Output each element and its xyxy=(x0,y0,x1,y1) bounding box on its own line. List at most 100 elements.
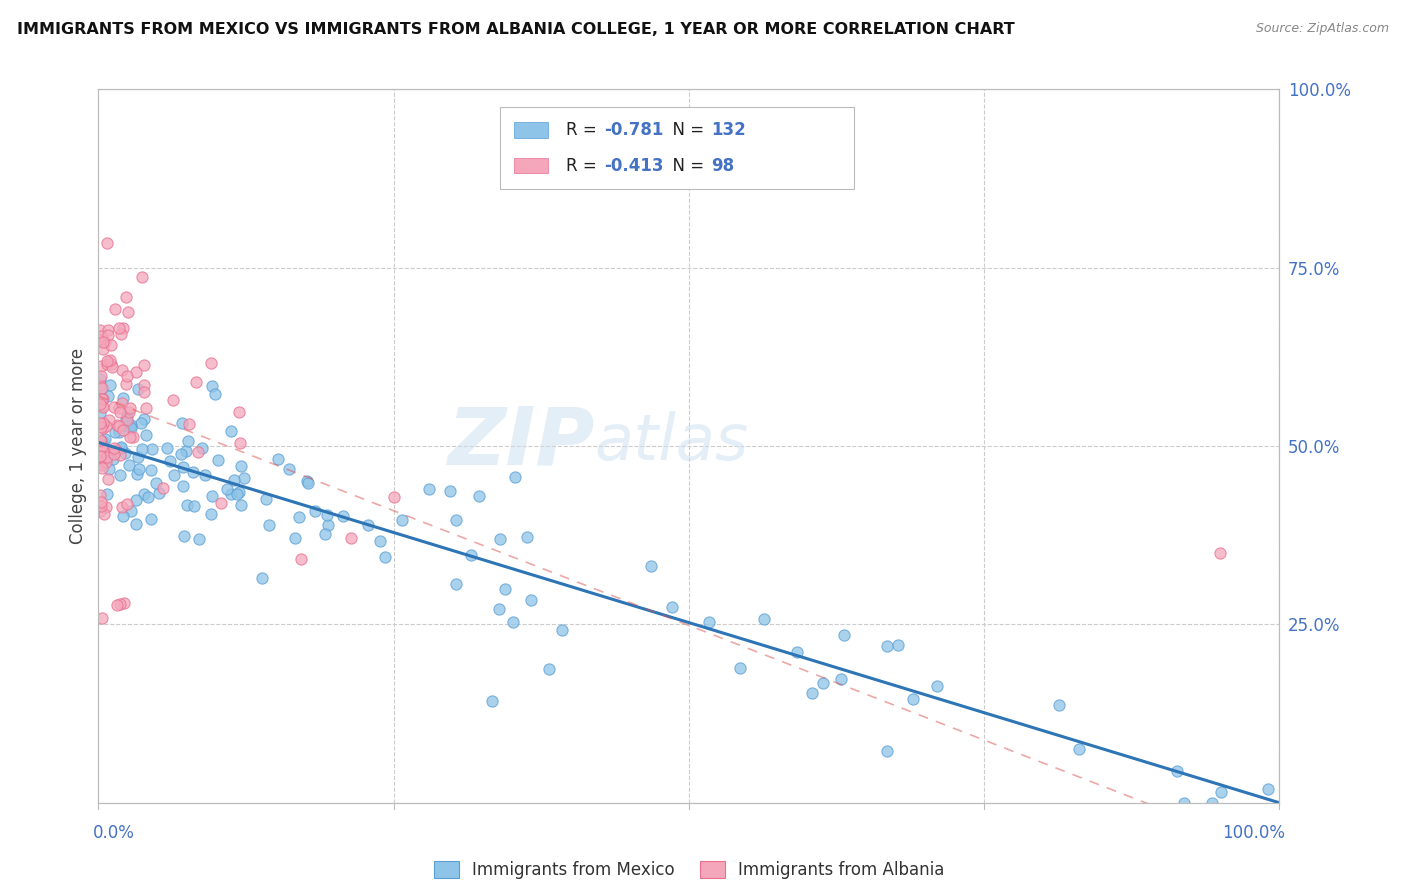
Point xyxy=(134,358,156,372)
Point xyxy=(98,462,121,476)
Point xyxy=(89,323,111,337)
Point xyxy=(222,474,245,488)
Point xyxy=(188,532,211,546)
Point xyxy=(295,474,318,488)
Text: -0.413: -0.413 xyxy=(605,157,664,175)
Point xyxy=(91,610,114,624)
Point xyxy=(1201,796,1223,810)
Point xyxy=(207,452,229,467)
Point xyxy=(114,446,136,460)
Point xyxy=(481,694,503,708)
Text: -0.781: -0.781 xyxy=(605,121,664,139)
Point xyxy=(876,639,898,653)
Point xyxy=(96,357,118,371)
Point xyxy=(786,645,808,659)
Point xyxy=(114,412,136,426)
Point xyxy=(104,444,127,458)
Point xyxy=(339,532,361,546)
Point xyxy=(494,582,516,597)
Point xyxy=(200,356,222,370)
Point xyxy=(183,500,205,514)
Point xyxy=(219,487,242,501)
Point xyxy=(90,451,112,466)
Point xyxy=(91,439,114,453)
Point xyxy=(277,462,299,476)
Point xyxy=(118,458,141,472)
Point xyxy=(752,612,775,626)
Point xyxy=(139,512,162,526)
Point xyxy=(117,305,139,319)
Point xyxy=(93,434,115,448)
Point xyxy=(152,481,174,495)
Point xyxy=(315,508,337,523)
Point xyxy=(112,391,135,405)
Point xyxy=(134,487,156,501)
Point xyxy=(108,401,131,415)
Point xyxy=(125,517,148,532)
Point xyxy=(115,497,138,511)
Point xyxy=(112,596,135,610)
FancyBboxPatch shape xyxy=(515,158,548,173)
Text: 100.0%: 100.0% xyxy=(1222,824,1285,842)
FancyBboxPatch shape xyxy=(515,122,548,137)
Point xyxy=(357,518,380,533)
Point xyxy=(391,513,413,527)
Point xyxy=(91,334,114,349)
Point xyxy=(108,405,131,419)
Point xyxy=(173,529,195,543)
Point xyxy=(141,442,163,457)
Point xyxy=(1047,698,1070,712)
Point xyxy=(125,365,148,379)
Point xyxy=(200,507,222,521)
Point xyxy=(96,487,118,501)
Point xyxy=(120,401,142,416)
Point xyxy=(232,471,254,485)
Point xyxy=(132,412,155,426)
Point xyxy=(201,379,224,393)
Point xyxy=(460,549,482,563)
Point xyxy=(418,482,440,496)
Point xyxy=(162,393,184,408)
Point xyxy=(90,456,112,470)
Point xyxy=(131,442,153,456)
Point xyxy=(97,327,120,342)
Point xyxy=(661,599,683,614)
Point xyxy=(110,441,132,455)
Point xyxy=(229,435,252,450)
Point xyxy=(111,508,134,523)
Point xyxy=(132,377,155,392)
Point xyxy=(145,476,167,491)
Point xyxy=(118,405,141,419)
Point xyxy=(252,571,274,585)
Point xyxy=(925,679,948,693)
Point xyxy=(89,378,111,392)
Point xyxy=(217,482,239,496)
Point xyxy=(257,518,280,533)
Point xyxy=(128,462,150,476)
Point xyxy=(489,532,512,546)
Point xyxy=(110,441,132,455)
Point xyxy=(177,434,200,449)
Point xyxy=(97,323,120,337)
Point xyxy=(876,744,898,758)
Point xyxy=(830,673,852,687)
Point xyxy=(228,405,250,419)
Point xyxy=(640,558,662,573)
Point xyxy=(187,445,209,459)
Point xyxy=(89,449,111,463)
Point xyxy=(100,377,122,392)
Point xyxy=(104,301,127,316)
Point xyxy=(89,433,111,447)
Point xyxy=(120,419,142,434)
Point xyxy=(332,509,354,524)
Point xyxy=(89,397,111,411)
Point xyxy=(89,333,111,347)
Point xyxy=(97,472,120,486)
Point xyxy=(181,465,204,479)
Point xyxy=(93,443,115,458)
Point xyxy=(204,387,226,401)
Text: 98: 98 xyxy=(711,157,734,175)
Point xyxy=(127,450,149,464)
Point xyxy=(93,335,115,350)
Point xyxy=(314,526,336,541)
